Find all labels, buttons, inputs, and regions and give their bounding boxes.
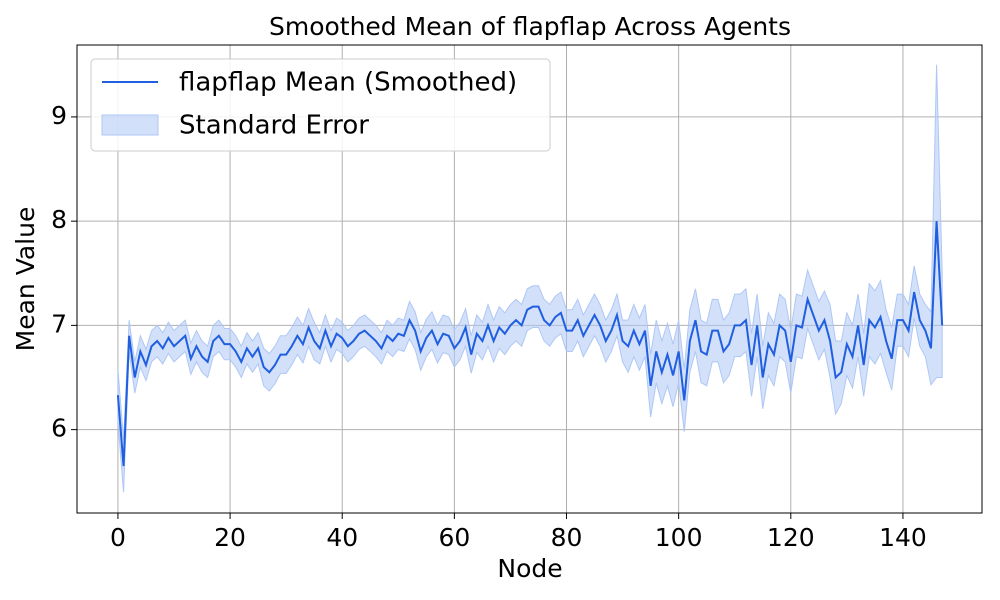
x-tick-label: 80 [551, 523, 583, 552]
legend-label: flapflap Mean (Smoothed) [179, 68, 517, 98]
x-tick-label: 60 [438, 523, 470, 552]
x-tick-label: 120 [767, 523, 815, 552]
y-tick-label: 8 [51, 205, 67, 234]
mean-line [116, 221, 944, 467]
x-tick-label: 40 [326, 523, 358, 552]
chart-title: Smoothed Mean of flapflap Across Agents [269, 12, 791, 41]
y-axis-label: Mean Value [11, 207, 40, 352]
plot-frame [76, 44, 983, 514]
error-band [117, 64, 943, 493]
y-tick-label: 9 [51, 101, 67, 130]
x-axis-label: Node [497, 554, 562, 583]
y-tick-label: 6 [51, 414, 67, 443]
legend-patch [101, 114, 159, 136]
x-tick-label: 100 [655, 523, 703, 552]
legend-box [90, 58, 551, 152]
x-tick-label: 140 [879, 523, 927, 552]
legend-label: Standard Error [179, 111, 369, 141]
x-tick-label: 20 [214, 523, 246, 552]
x-tick-label: 0 [110, 523, 126, 552]
y-tick-label: 7 [51, 309, 67, 338]
